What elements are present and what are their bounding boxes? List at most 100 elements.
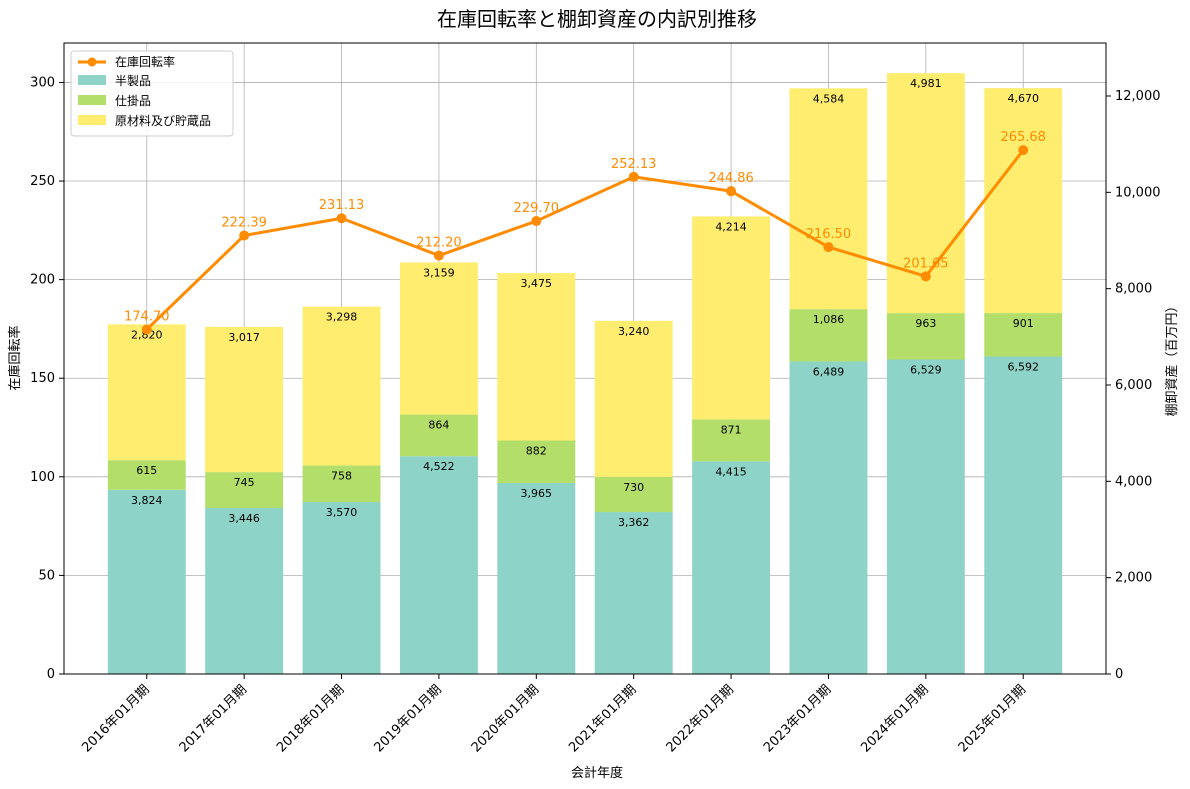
x-tick-label: 2017年01月期 bbox=[177, 682, 250, 755]
bar-semi-finished bbox=[497, 483, 576, 674]
y-left-tick-label: 150 bbox=[30, 371, 55, 386]
turnover-point bbox=[920, 271, 931, 282]
turnover-point bbox=[726, 186, 737, 197]
label-semi-finished: 6,529 bbox=[910, 364, 942, 377]
bar-semi-finished bbox=[886, 359, 965, 674]
label-work-in-progress: 758 bbox=[331, 470, 352, 483]
bar-work-in-progress bbox=[107, 460, 186, 490]
bar-work-in-progress bbox=[302, 465, 381, 503]
bar-work-in-progress bbox=[984, 313, 1063, 357]
label-semi-finished: 3,362 bbox=[618, 516, 650, 529]
x-tick-label: 2023年01月期 bbox=[761, 682, 834, 755]
label-semi-finished: 4,415 bbox=[715, 465, 747, 478]
label-raw-materials: 3,298 bbox=[326, 311, 358, 324]
label-semi-finished: 6,592 bbox=[1007, 360, 1039, 373]
y-left-tick-label: 100 bbox=[30, 470, 55, 485]
label-raw-materials: 4,670 bbox=[1007, 92, 1039, 105]
turnover-point bbox=[823, 242, 834, 253]
y-axis-left-label: 在庫回転率 bbox=[7, 325, 23, 390]
bar-raw-materials bbox=[399, 262, 478, 415]
bar-raw-materials bbox=[107, 324, 186, 461]
y-left-tick-label: 300 bbox=[30, 75, 55, 90]
legend-line-marker bbox=[87, 57, 97, 67]
x-tick-label: 2019年01月期 bbox=[371, 682, 444, 755]
bar-semi-finished bbox=[594, 512, 673, 674]
plot-frame bbox=[63, 42, 1107, 675]
label-work-in-progress: 730 bbox=[623, 481, 644, 494]
label-raw-materials: 4,214 bbox=[715, 220, 747, 233]
turnover-point bbox=[141, 324, 152, 335]
bar-semi-finished bbox=[789, 361, 868, 674]
label-semi-finished: 3,965 bbox=[521, 487, 553, 500]
bar-semi-finished bbox=[984, 356, 1063, 674]
bar-work-in-progress bbox=[399, 414, 478, 457]
turnover-value-label: 174.70 bbox=[124, 310, 170, 325]
label-work-in-progress: 901 bbox=[1013, 317, 1034, 330]
bar-work-in-progress bbox=[692, 419, 771, 462]
label-raw-materials: 3,017 bbox=[228, 331, 260, 344]
bar-raw-materials bbox=[497, 273, 576, 441]
label-work-in-progress: 864 bbox=[428, 419, 449, 432]
bar-work-in-progress bbox=[594, 476, 673, 513]
x-axis-label: 会計年度 bbox=[571, 765, 623, 781]
turnover-line bbox=[145, 149, 1025, 331]
bar-semi-finished bbox=[692, 461, 771, 674]
turnover-value-label: 244.86 bbox=[708, 171, 754, 186]
bar-work-in-progress bbox=[205, 472, 284, 509]
y-right-tick-label: 2,000 bbox=[1115, 571, 1152, 586]
label-work-in-progress: 882 bbox=[526, 445, 547, 458]
y-right-tick-label: 10,000 bbox=[1115, 185, 1161, 200]
label-work-in-progress: 871 bbox=[721, 423, 742, 436]
y-left-tick-label: 200 bbox=[30, 273, 55, 288]
label-raw-materials: 3,159 bbox=[423, 266, 455, 279]
bar-work-in-progress bbox=[886, 313, 965, 360]
chart-title: 在庫回転率と棚卸資産の内訳別推移 bbox=[437, 7, 757, 31]
legend-label-raw-materials: 原材料及び貯蔵品 bbox=[115, 114, 211, 128]
turnover-value-label: 265.68 bbox=[1000, 130, 1046, 145]
label-semi-finished: 3,446 bbox=[228, 512, 260, 525]
y-right-tick-label: 4,000 bbox=[1115, 474, 1152, 489]
bar-raw-materials bbox=[789, 88, 868, 310]
turnover-point bbox=[336, 213, 347, 224]
label-semi-finished: 6,489 bbox=[813, 365, 845, 378]
label-work-in-progress: 615 bbox=[136, 464, 157, 477]
bar-semi-finished bbox=[302, 502, 381, 674]
bar-raw-materials bbox=[302, 306, 381, 466]
turnover-value-label: 222.39 bbox=[221, 215, 267, 230]
label-semi-finished: 4,522 bbox=[423, 460, 455, 473]
y-left-tick-label: 0 bbox=[47, 667, 55, 682]
label-raw-materials: 4,584 bbox=[813, 92, 845, 105]
bar-raw-materials bbox=[984, 88, 1063, 314]
bar-labels: 3,824 615 2,820 3,446 745 3,017 3,570 758 3,298 4… bbox=[131, 77, 1039, 529]
legend-swatch-semi-finished bbox=[78, 75, 106, 85]
turnover-value-label: 212.20 bbox=[416, 236, 462, 251]
turnover-point bbox=[1018, 145, 1029, 156]
turnover-value-label: 216.50 bbox=[806, 227, 852, 242]
legend: 在庫回転率 半製品 仕掛品 原材料及び貯蔵品 bbox=[70, 50, 234, 137]
y-left-tick-label: 50 bbox=[38, 568, 55, 583]
label-semi-finished: 3,824 bbox=[131, 494, 163, 507]
turnover-value-label: 252.13 bbox=[611, 157, 657, 172]
x-tick-label: 2024年01月期 bbox=[858, 682, 931, 755]
legend-swatch-work-in-progress bbox=[78, 95, 106, 105]
turnover-value-label: 231.13 bbox=[319, 198, 365, 213]
label-raw-materials: 2,820 bbox=[131, 328, 163, 341]
turnover-point bbox=[239, 230, 250, 241]
label-raw-materials: 3,475 bbox=[521, 277, 553, 290]
x-tick-label: 2016年01月期 bbox=[79, 682, 152, 755]
bar-semi-finished bbox=[107, 489, 186, 674]
x-tick-label: 2022年01月期 bbox=[664, 682, 737, 755]
bar-raw-materials bbox=[205, 326, 284, 473]
label-work-in-progress: 1,086 bbox=[813, 313, 845, 326]
y-right-tick-label: 12,000 bbox=[1115, 89, 1161, 104]
y-right-tick-label: 0 bbox=[1115, 667, 1123, 682]
bar-raw-materials bbox=[692, 216, 771, 420]
bar-semi-finished bbox=[205, 508, 284, 674]
turnover-point bbox=[433, 250, 444, 261]
bar-semi-finished bbox=[399, 456, 478, 674]
legend-box bbox=[70, 50, 234, 137]
y-axis-right-label: 棚卸資産（百万円） bbox=[1164, 299, 1180, 416]
turnover-point bbox=[531, 216, 542, 227]
y-right-tick-label: 6,000 bbox=[1115, 378, 1152, 393]
